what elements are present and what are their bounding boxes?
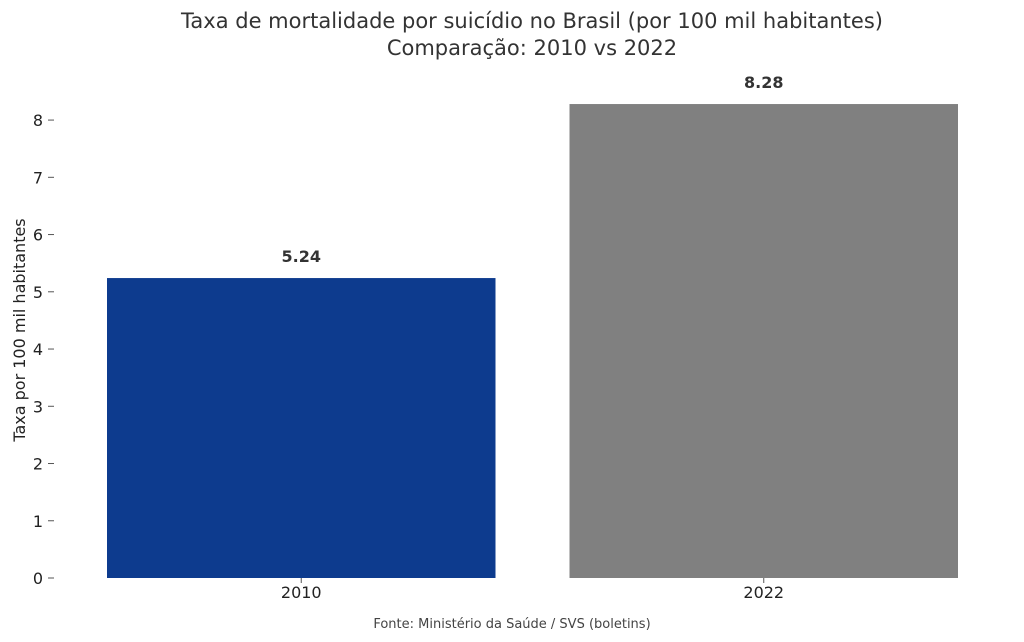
y-tick-label: 1 — [33, 512, 43, 531]
x-tick-label-2010: 2010 — [281, 583, 322, 602]
y-tick-label: 7 — [33, 168, 43, 187]
y-tick-label: 0 — [33, 569, 43, 588]
bar-2010 — [107, 278, 496, 578]
y-tick-label: 3 — [33, 397, 43, 416]
chart-subtitle: Comparação: 2010 vs 2022 — [387, 36, 677, 60]
x-tick-label-2022: 2022 — [743, 583, 784, 602]
x-axis: 2010 2022 — [281, 578, 784, 602]
y-tick-label: 6 — [33, 226, 43, 245]
y-tick-label: 5 — [33, 283, 43, 302]
bars-group: 5.24 8.28 — [107, 73, 958, 578]
y-tick-label: 2 — [33, 455, 43, 474]
bar-2022 — [569, 104, 958, 578]
source-note: Fonte: Ministério da Saúde / SVS (boleti… — [373, 617, 650, 632]
y-axis: 0 1 2 3 4 5 6 7 8 — [33, 111, 54, 588]
y-tick-label: 8 — [33, 111, 43, 130]
data-label-2010: 5.24 — [282, 247, 321, 266]
y-axis-label: Taxa por 100 mil habitantes — [10, 218, 29, 442]
y-tick-label: 4 — [33, 340, 43, 359]
chart-title: Taxa de mortalidade por suicídio no Bras… — [180, 9, 883, 33]
data-label-2022: 8.28 — [744, 73, 783, 92]
